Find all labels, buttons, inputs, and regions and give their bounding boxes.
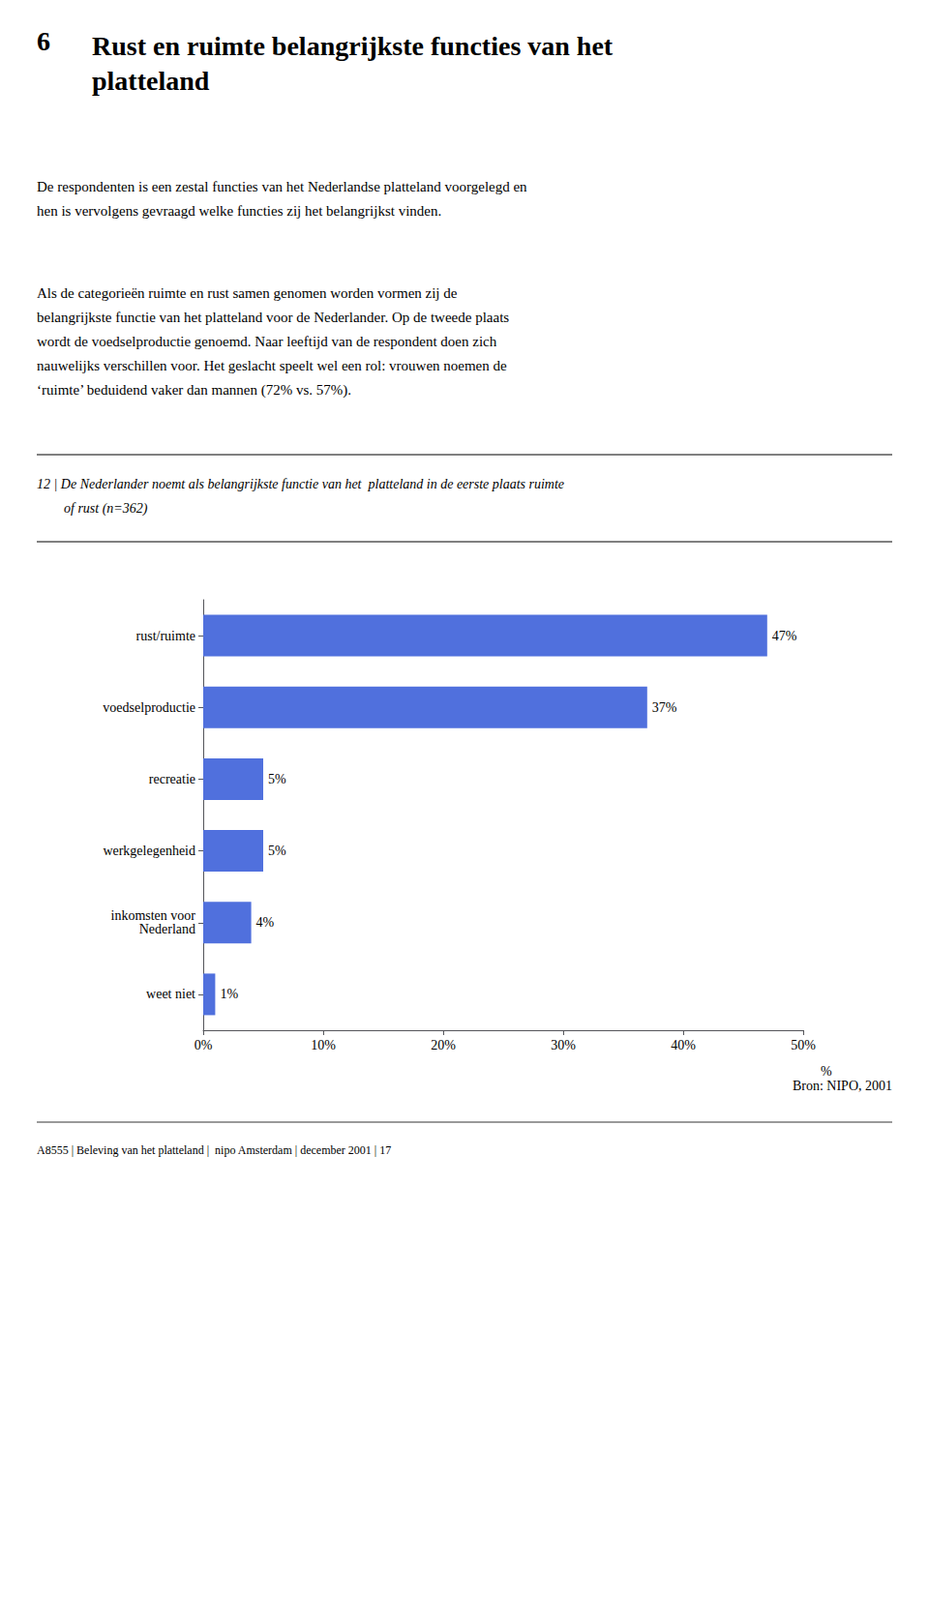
svg-text:wordt de voedselproductie geno: wordt de voedselproductie genoemd. Naar … [36,333,498,350]
svg-text:rust/ruimte: rust/ruimte [136,629,196,644]
svg-text:Als de categorieën ruimte en r: Als de categorieën ruimte en rust samen … [36,285,458,301]
svg-text:Nederland: Nederland [139,922,196,937]
svg-text:A8555 | Beleving van het platt: A8555 | Beleving van het platteland | ni… [36,1143,391,1158]
svg-text:50%: 50% [790,1038,816,1053]
svg-text:5%: 5% [268,772,287,787]
svg-text:of rust (n=362): of rust (n=362) [63,501,149,517]
svg-text:6: 6 [36,26,51,57]
svg-text:werkgelegenheid: werkgelegenheid [102,843,196,859]
svg-text:47%: 47% [772,629,798,644]
svg-text:10%: 10% [310,1038,336,1053]
svg-text:nauwelijks verschillen voor. H: nauwelijks verschillen voor. Het geslach… [36,358,508,374]
svg-text:hen is vervolgens gevraagd wel: hen is vervolgens gevraagd welke functie… [36,203,442,219]
svg-text:voedselproductie: voedselproductie [102,700,196,716]
svg-text:20%: 20% [430,1038,456,1053]
svg-text:4%: 4% [256,915,275,930]
svg-text:inkomsten voor: inkomsten voor [111,908,197,924]
svg-text:recreatie: recreatie [149,772,196,787]
svg-text:5%: 5% [268,843,287,859]
svg-text:%: % [820,1064,833,1079]
svg-text:platteland: platteland [91,65,210,96]
svg-text:30%: 30% [550,1038,576,1053]
svg-text:‘ruimte’ beduidend vaker dan m: ‘ruimte’ beduidend vaker dan mannen (72%… [36,382,352,399]
svg-text:Rust en ruimte belangrijkste f: Rust en ruimte belangrijkste functies va… [91,30,614,61]
svg-text:1%: 1% [219,987,239,1002]
svg-text:37%: 37% [652,700,678,716]
svg-text:0%: 0% [194,1038,213,1053]
svg-text:belangrijkste functie van het: belangrijkste functie van het platteland… [36,309,510,326]
svg-text:weet niet: weet niet [146,987,196,1002]
svg-text:De respondenten is een zestal: De respondenten is een zestal functies v… [36,179,528,195]
svg-text:12 | De Nederlander noemt als: 12 | De Nederlander noemt als belangrijk… [36,477,565,492]
svg-text:40%: 40% [670,1038,696,1053]
svg-text:Bron: NIPO, 2001: Bron: NIPO, 2001 [792,1078,893,1094]
